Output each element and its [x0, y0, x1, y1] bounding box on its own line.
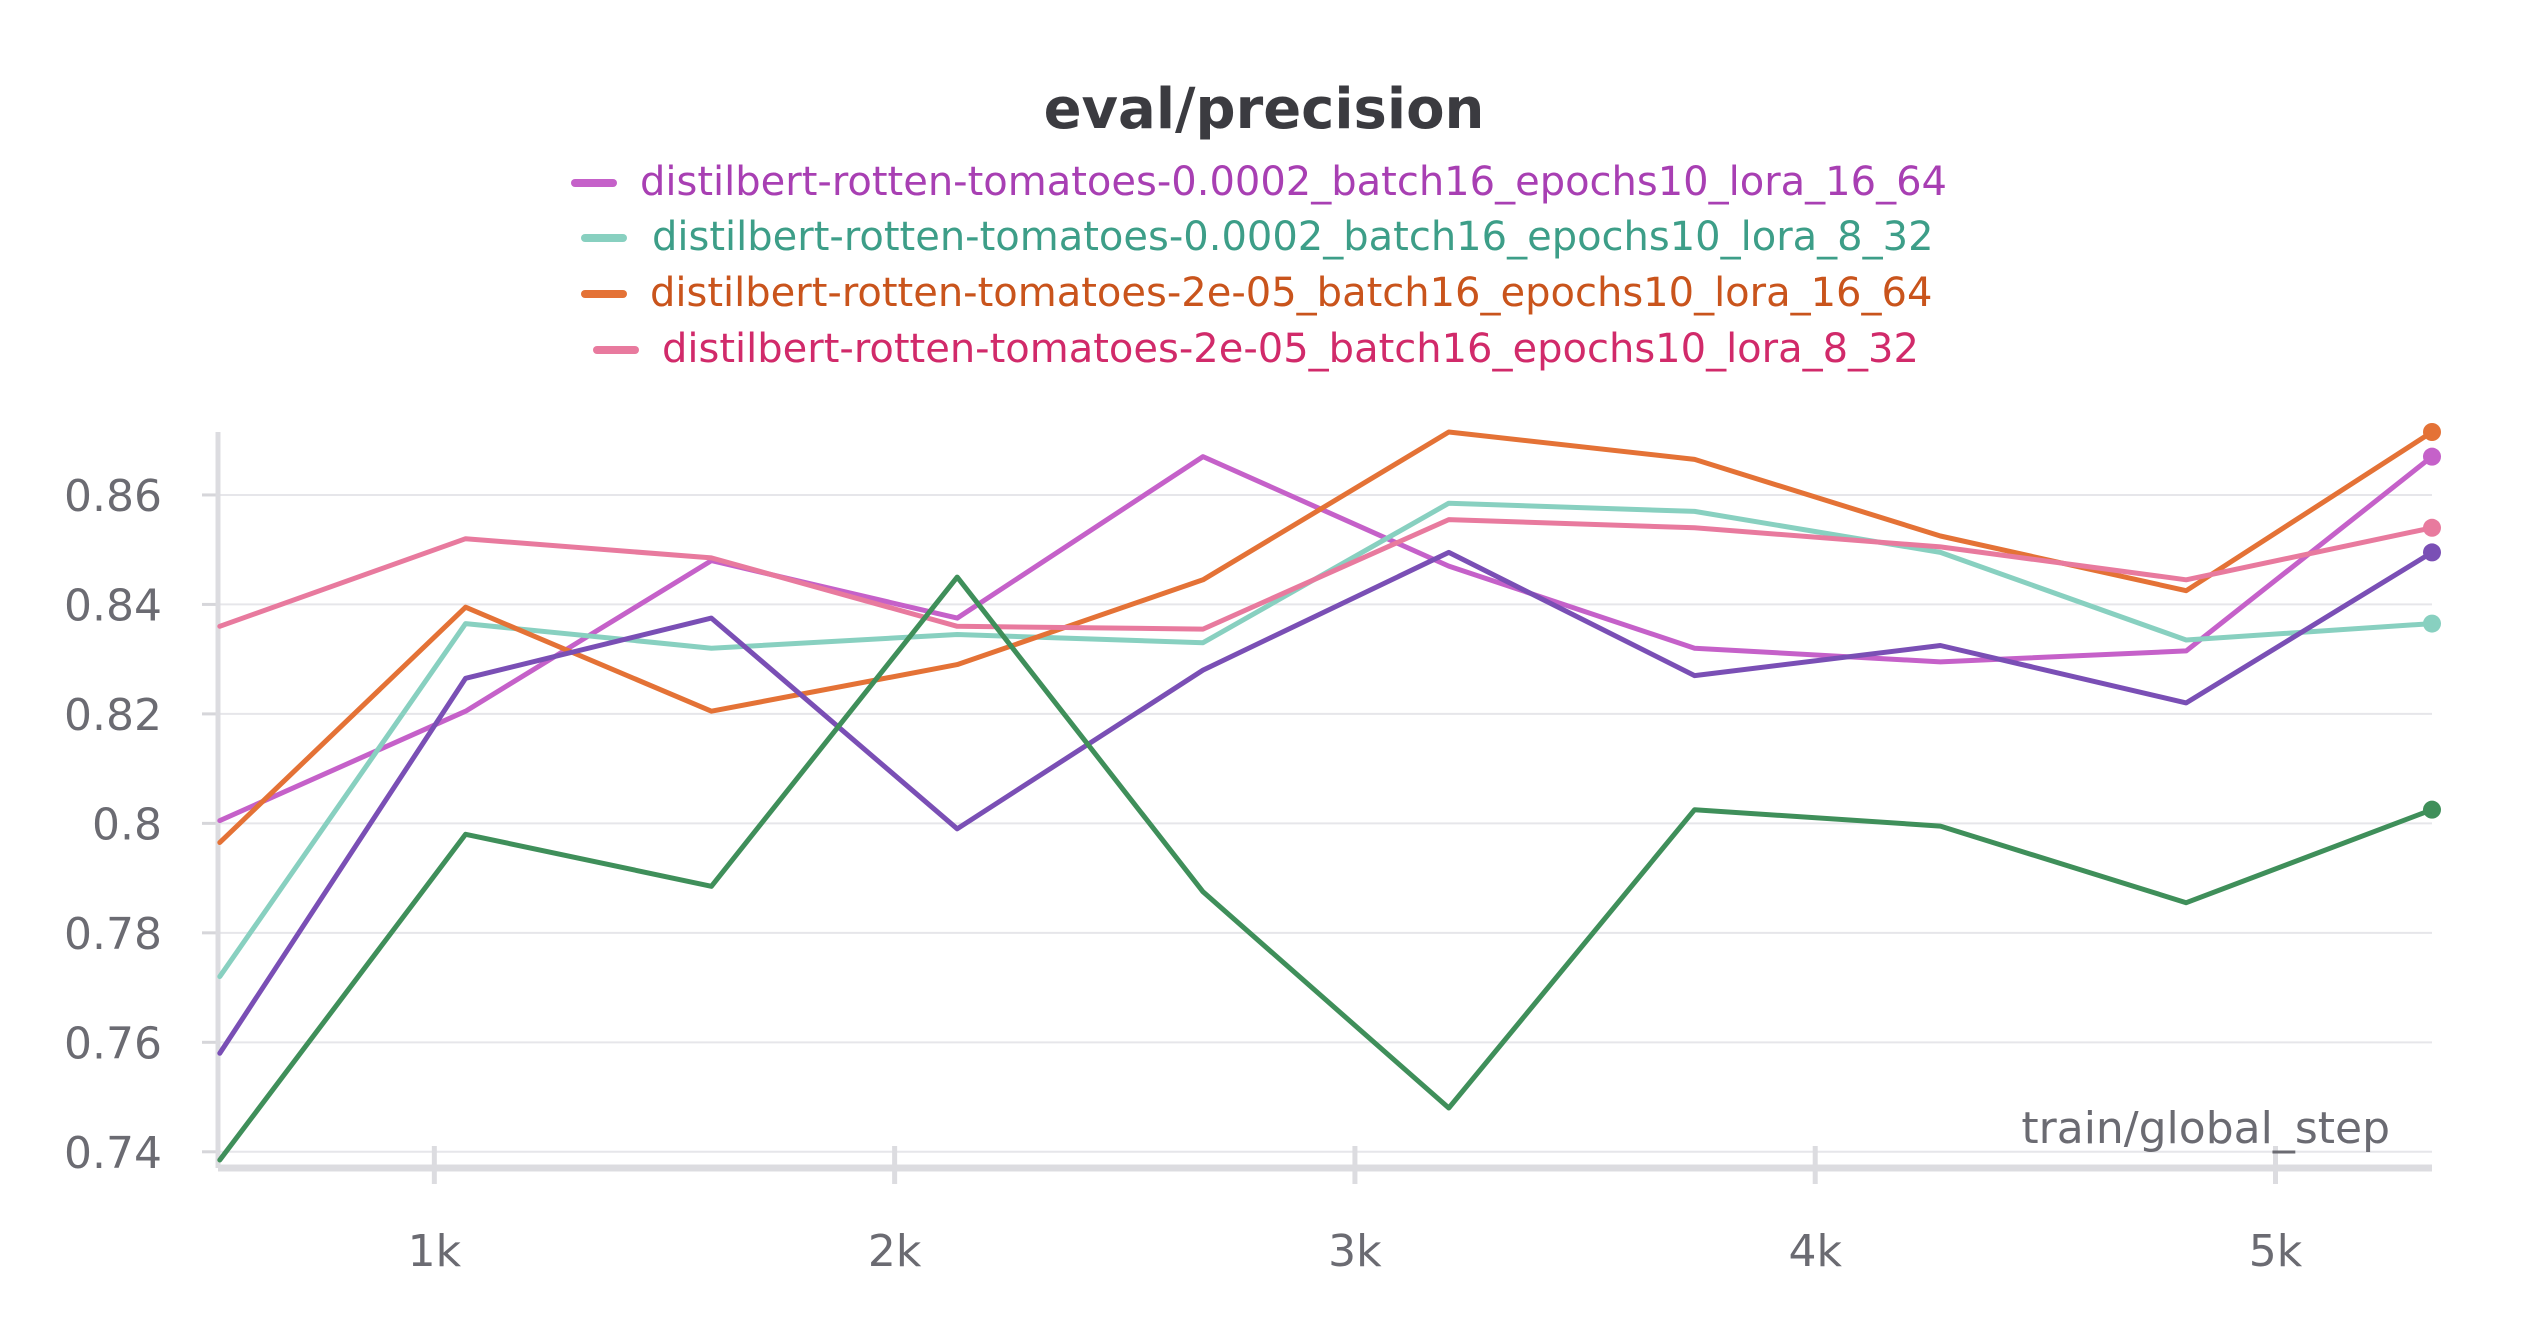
x-tick-label: 3k	[1328, 1226, 1382, 1277]
y-tick-label: 0.74	[64, 1128, 162, 1179]
legend-label: distilbert-rotten-tomatoes-2e-05_batch16…	[650, 270, 1932, 316]
series-endpoint-marker	[2423, 614, 2441, 633]
axes: 0.74 0.76 0.78 0.8 0.82 0.84 0.86 1k 2k 3k 4k 5k	[64, 432, 2432, 1277]
series-endpoint-marker	[2423, 518, 2441, 537]
x-tick-label: 1k	[408, 1226, 462, 1277]
series-endpoint-marker	[2423, 800, 2441, 819]
y-tick-label: 0.78	[64, 909, 162, 960]
series-line	[217, 574, 2435, 1163]
legend-label: distilbert-rotten-tomatoes-0.0002_batch1…	[652, 214, 1934, 260]
legend-label: distilbert-rotten-tomatoes-2e-05_batch16…	[662, 326, 1919, 372]
y-tick-label: 0.84	[64, 580, 162, 631]
y-tick-label: 0.76	[64, 1018, 162, 1069]
series-endpoint-marker	[2423, 543, 2441, 562]
series-line	[217, 454, 2435, 824]
series-line	[217, 549, 2435, 1056]
y-tick-label: 0.8	[92, 799, 162, 850]
legend: distilbert-rotten-tomatoes-0.0002_batch1…	[571, 159, 1947, 372]
y-tick-label: 0.86	[64, 471, 162, 522]
x-axis-title: train/global_step	[2021, 1103, 2390, 1154]
series-endpoints	[2423, 423, 2441, 819]
legend-label: distilbert-rotten-tomatoes-0.0002_batch1…	[640, 159, 1947, 205]
x-tick-label: 5k	[2249, 1226, 2303, 1277]
series-endpoint-marker	[2423, 423, 2441, 441]
grid	[218, 493, 2432, 1153]
x-tick-label: 2k	[868, 1226, 922, 1277]
y-tick-label: 0.82	[64, 690, 162, 741]
series-line	[217, 517, 2435, 632]
series-endpoint-marker	[2423, 447, 2441, 466]
series-line	[217, 429, 2435, 845]
series-lines	[217, 429, 2435, 1163]
chart-title: eval/precision	[1044, 77, 1485, 142]
x-tick-label: 4k	[1788, 1226, 1842, 1277]
